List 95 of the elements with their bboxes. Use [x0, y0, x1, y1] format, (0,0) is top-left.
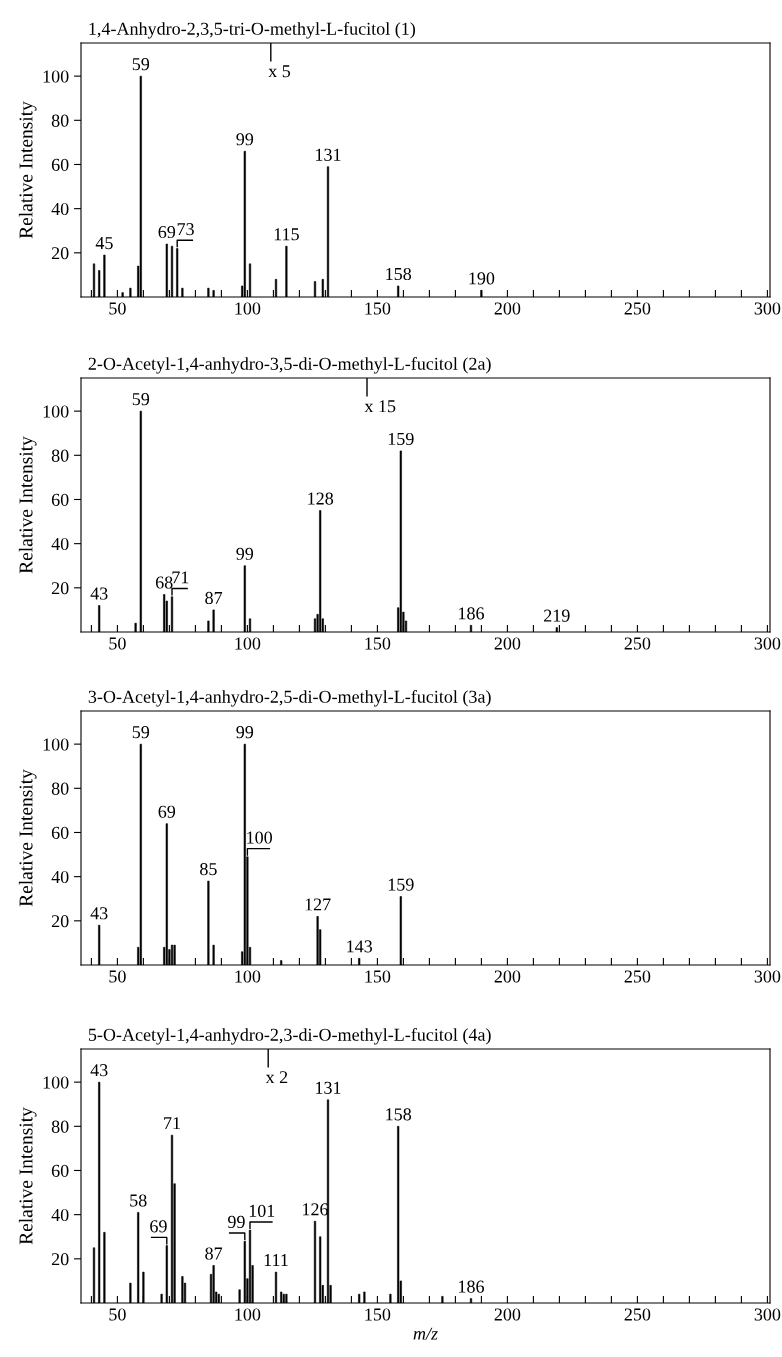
x-tick-label: 250 [624, 970, 651, 983]
chart-title: 2-O-Acetyl-1,4-anhydro-3,5-di-O-methyl-L-fucitol (2a) [88, 356, 491, 374]
annotation: 71 [164, 1117, 180, 1130]
y-tick-label: 80 [51, 782, 69, 795]
annotation: 99 [236, 726, 254, 739]
annotation: 186 [459, 1280, 484, 1293]
y-tick-label: 40 [51, 1208, 69, 1222]
annotation: 101 [249, 1204, 275, 1217]
annotation: 43 [90, 907, 108, 920]
x-tick-label: 50 [109, 970, 126, 983]
annotation: 131 [316, 1081, 341, 1094]
y-tick-label: 20 [51, 582, 69, 595]
x-tick-label: 200 [494, 637, 521, 650]
x-tick-label: 250 [624, 637, 651, 650]
annotation: 59 [132, 726, 150, 739]
chart-title: 1,4-Anhydro-2,3,5-tri-O-methyl-L-fucitol (1) [89, 21, 416, 39]
x-tick-label: 250 [624, 302, 651, 315]
annotation: 68 [155, 576, 173, 589]
y-tick-label: 40 [51, 870, 69, 884]
y-tick-label: 100 [43, 1076, 69, 1089]
annotation: 59 [132, 58, 150, 71]
annotation: 99 [227, 1215, 245, 1228]
x-tick-label: 300 [754, 1308, 781, 1321]
annotation: 43 [90, 1064, 108, 1077]
annotation: 59 [132, 393, 150, 406]
x-tick-label: 300 [754, 637, 781, 650]
annotation: 73 [177, 223, 194, 236]
chart-title: 3-O-Acetyl-1,4-anhydro-2,5-di-O-methyl-L-fucitol (3a) [88, 689, 491, 707]
ref-line-label: x 5 [268, 65, 291, 78]
ref-line-label: x 15 [364, 400, 396, 413]
annotation: 159 [388, 432, 414, 446]
x-tick-label: 100 [235, 1308, 261, 1321]
x-tick-label: 150 [365, 970, 391, 983]
y-tick-label: 20 [51, 247, 69, 260]
y-tick-label: 60 [51, 493, 69, 506]
x-tick-label: 200 [494, 1308, 521, 1321]
y-axis-title: Relative Intensity [18, 769, 37, 907]
annotation: 45 [95, 237, 113, 250]
annotation: 186 [459, 607, 484, 620]
annotation: 99 [236, 547, 254, 560]
y-tick-label: 60 [51, 158, 69, 171]
annotation: 219 [544, 609, 570, 622]
x-tick-label: 150 [365, 1308, 391, 1321]
annotation: 58 [130, 1194, 147, 1207]
x-tick-label: 150 [365, 637, 391, 650]
annotation: 100 [247, 831, 273, 844]
annotation: 143 [347, 940, 373, 953]
y-tick-label: 80 [51, 1120, 69, 1133]
annotation: 43 [90, 587, 108, 600]
y-tick-label: 60 [51, 826, 69, 839]
chart-title: 5-O-Acetyl-1,4-anhydro-2,3-di-O-methyl-L-fucitol (4a) [88, 1027, 491, 1045]
x-tick-label: 250 [624, 1308, 651, 1321]
x-tick-label: 200 [494, 970, 521, 983]
y-tick-label: 40 [51, 202, 69, 216]
x-tick-label: 150 [365, 302, 391, 315]
y-tick-label: 80 [51, 114, 69, 127]
x-tick-label: 100 [235, 637, 261, 650]
ref-line-label: x 2 [265, 1071, 288, 1084]
y-axis-title: Relative Intensity [18, 1107, 37, 1245]
annotation: 159 [388, 878, 414, 891]
x-tick-label: 300 [754, 302, 781, 315]
annotation: 87 [205, 1247, 223, 1260]
y-tick-label: 100 [43, 405, 69, 418]
annotation: 115 [274, 228, 299, 241]
x-tick-label: 50 [109, 637, 126, 650]
annotation: 131 [316, 148, 341, 161]
y-axis-title: Relative Intensity [18, 436, 37, 574]
x-tick-label: 50 [109, 302, 126, 315]
x-tick-label: 300 [754, 970, 781, 983]
x-axis-title: m/z [413, 1327, 438, 1340]
annotation: 158 [386, 1108, 412, 1121]
y-tick-label: 20 [51, 1253, 69, 1266]
annotation: 69 [158, 225, 176, 239]
y-tick-label: 40 [51, 537, 69, 551]
annotation: 190 [469, 272, 495, 285]
y-tick-label: 80 [51, 449, 69, 462]
annotation: 127 [305, 898, 331, 911]
y-tick-label: 100 [43, 70, 69, 83]
y-tick-label: 20 [51, 915, 69, 928]
annotation: 85 [200, 863, 217, 876]
annotation: 158 [386, 267, 412, 281]
y-tick-label: 100 [43, 738, 69, 751]
annotation: 69 [158, 805, 176, 818]
annotation: 87 [205, 591, 223, 605]
annotation: 99 [236, 133, 254, 146]
annotation: 71 [172, 571, 189, 584]
x-tick-label: 100 [235, 970, 261, 983]
x-tick-label: 200 [494, 302, 521, 315]
y-axis-title: Relative Intensity [18, 101, 37, 239]
y-tick-label: 60 [51, 1164, 69, 1177]
x-tick-label: 100 [235, 302, 261, 315]
annotation: 128 [308, 492, 334, 505]
x-tick-label: 50 [109, 1308, 126, 1321]
annotation: 69 [150, 1220, 167, 1233]
annotation: 111 [264, 1254, 288, 1267]
